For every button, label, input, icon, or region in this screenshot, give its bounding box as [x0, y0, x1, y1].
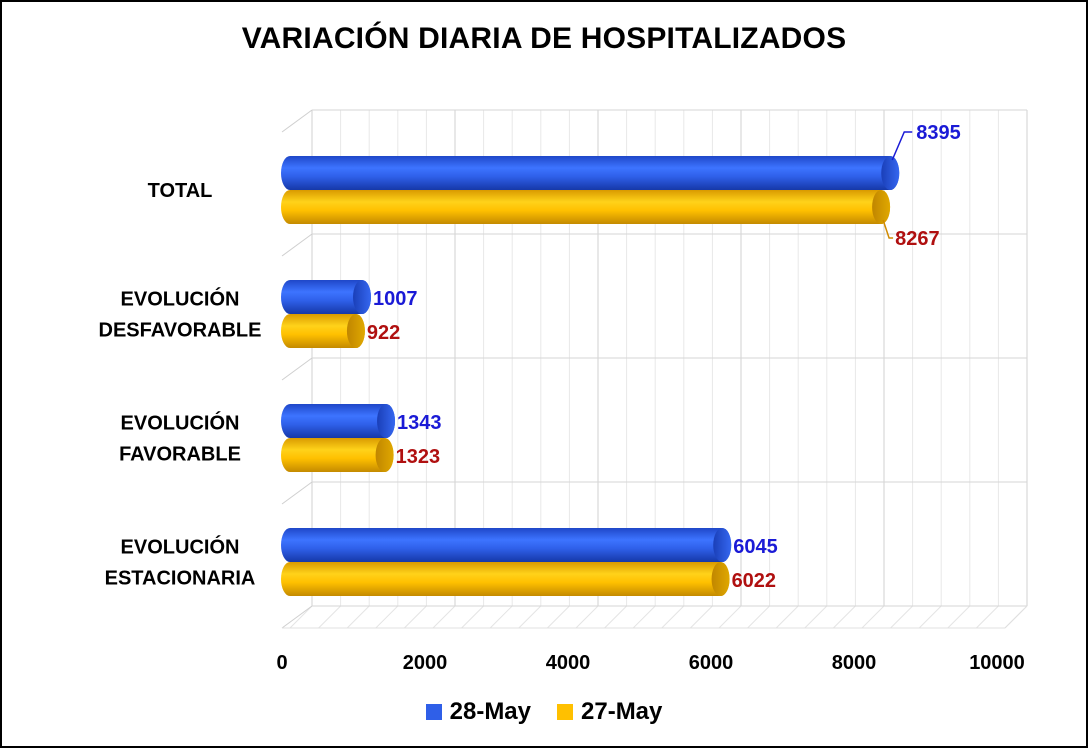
legend-swatch	[425, 704, 442, 720]
category-label: ESTACIONARIA	[105, 568, 256, 590]
bar-cap	[711, 562, 730, 596]
gridline-floor	[404, 605, 427, 629]
side-wall-line	[281, 233, 313, 257]
bar-cap	[713, 528, 732, 562]
category-label: FAVORABLE	[119, 444, 241, 466]
gridline-floor	[632, 605, 656, 629]
legend-swatch	[557, 704, 573, 720]
bar-28-May	[281, 156, 900, 190]
category-label: EVOLUCIÓN	[121, 535, 240, 559]
bar-cap	[872, 190, 891, 224]
gridline-floor	[318, 605, 341, 629]
gridline-floor	[289, 605, 313, 629]
side-wall-line	[281, 357, 313, 381]
data-label: 922	[367, 322, 400, 344]
x-tick-label: 8000	[832, 652, 877, 674]
data-label: 1323	[396, 446, 441, 468]
chart-title: VARIACIÓN DIARIA DE HOSPITALIZADOS	[241, 22, 847, 55]
legend-label: 27-May	[581, 698, 663, 725]
leader-line	[882, 219, 894, 239]
bar-27-May	[281, 562, 730, 596]
legend-item: 27-May	[557, 698, 662, 726]
gridline-floor	[747, 605, 770, 629]
gridline-floor	[804, 605, 828, 629]
gridline-floor	[690, 605, 713, 629]
gridline-floor	[833, 605, 856, 629]
data-labels: 8395 8267 1007 922 1343 1323 6045 6022	[367, 122, 961, 592]
x-tick-label: 6000	[689, 652, 734, 674]
bar-cap	[375, 438, 394, 472]
gridline-floor	[976, 605, 999, 629]
bar-27-May	[281, 190, 891, 224]
gridline-floor	[775, 605, 799, 629]
data-label: 8267	[895, 228, 940, 250]
side-wall-line	[281, 109, 313, 133]
side-wall-line	[281, 481, 313, 505]
legend-label: 28-May	[449, 698, 531, 725]
bar-cap	[346, 314, 365, 348]
gridline-floor	[346, 605, 370, 629]
x-axis-ticks: 0 2000 4000 6000 8000 10000	[276, 652, 1024, 674]
side-wall-line	[281, 605, 313, 629]
gridline-floor	[604, 605, 627, 629]
data-label: 1343	[397, 412, 442, 434]
leader-line	[891, 131, 913, 161]
gridline-floor	[489, 605, 513, 629]
x-tick-label: 10000	[969, 652, 1025, 674]
floor-edge	[1004, 605, 1028, 629]
data-label: 6022	[732, 570, 777, 592]
gridline-floor	[461, 605, 484, 629]
gridline-floor	[718, 605, 742, 629]
x-tick-label: 4000	[546, 652, 591, 674]
gridline-floor	[861, 605, 885, 629]
data-label: 8395	[916, 122, 961, 144]
bar-cap	[353, 280, 372, 314]
legend: 28-May 27-May	[2, 698, 1086, 726]
x-tick-label: 2000	[403, 652, 448, 674]
bar-27-May	[281, 314, 365, 348]
bar-27-May	[281, 438, 394, 472]
category-label: EVOLUCIÓN	[121, 411, 240, 435]
gridline-floor	[575, 605, 599, 629]
category-label: EVOLUCIÓN	[121, 287, 240, 311]
gridline-floor	[661, 605, 685, 629]
gridline-floor	[518, 605, 542, 629]
bar-cap	[881, 156, 900, 190]
data-label: 1007	[373, 288, 418, 310]
gridline-floor	[890, 605, 913, 629]
bar-chart: TOTAL EVOLUCIÓN DESFAVORABLE EVOLUCIÓN FAVOR…	[99, 109, 1028, 674]
gridline-floor	[375, 605, 399, 629]
bar-28-May	[281, 280, 372, 314]
x-tick-label: 0	[276, 652, 287, 674]
gridline-floor	[547, 605, 570, 629]
bars	[281, 156, 900, 596]
category-label: TOTAL	[148, 180, 213, 202]
category-label: DESFAVORABLE	[99, 320, 262, 342]
bar-28-May	[281, 404, 396, 438]
bar-28-May	[281, 528, 732, 562]
legend-item: 28-May	[425, 698, 531, 726]
gridline-floor	[432, 605, 456, 629]
gridline-floor	[918, 605, 942, 629]
data-label: 6045	[733, 536, 778, 558]
category-labels: TOTAL EVOLUCIÓN DESFAVORABLE EVOLUCIÓN FAVOR…	[99, 180, 262, 590]
gridline-floor	[947, 605, 971, 629]
bar-cap	[377, 404, 396, 438]
